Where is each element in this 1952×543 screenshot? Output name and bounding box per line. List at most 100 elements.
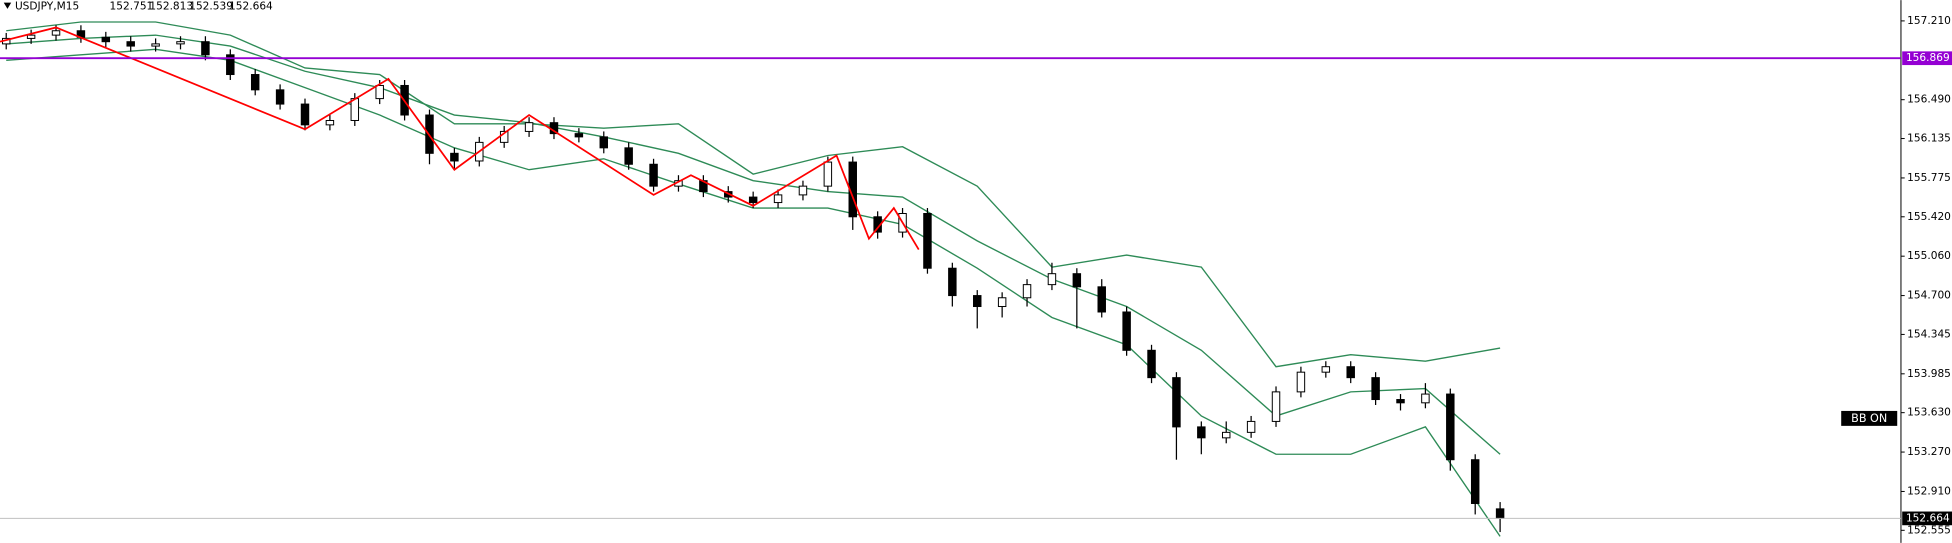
- bollinger-upper: [6, 21, 1501, 368]
- candle-body: [1470, 459, 1480, 504]
- candle-body: [1022, 284, 1032, 299]
- candle: [1072, 268, 1082, 329]
- candle-body: [275, 89, 285, 105]
- candle: [997, 292, 1007, 318]
- y-tick-label: 152.910: [1907, 485, 1951, 497]
- candle: [1470, 454, 1480, 515]
- candle: [1296, 366, 1306, 398]
- header-low: 152.539: [189, 0, 233, 12]
- candle-body: [26, 34, 36, 39]
- y-tick-label: 155.060: [1907, 250, 1951, 262]
- candle-body: [574, 133, 584, 138]
- candle-body: [798, 185, 808, 196]
- candle-body: [1147, 349, 1156, 379]
- y-tick-label: 157.210: [1907, 15, 1951, 27]
- menu-arrow[interactable]: [3, 2, 12, 9]
- y-tick-label: 154.345: [1907, 328, 1951, 340]
- candle-body: [1495, 508, 1505, 519]
- candle-body: [823, 161, 833, 187]
- candle: [923, 208, 932, 274]
- y-tick-label: 154.700: [1907, 290, 1951, 302]
- candle-body: [1122, 311, 1131, 351]
- candle: [1221, 421, 1231, 444]
- candle: [1172, 372, 1181, 460]
- candle: [524, 117, 534, 137]
- candle-body: [1321, 366, 1331, 373]
- candle-body: [151, 43, 160, 47]
- candle: [599, 131, 609, 154]
- candle-body: [624, 147, 633, 165]
- level-label-bg: [1902, 51, 1952, 66]
- candle: [773, 189, 783, 209]
- candle: [101, 31, 111, 48]
- candle: [226, 49, 235, 80]
- candle: [823, 156, 833, 192]
- candle-body: [1296, 371, 1306, 393]
- candle-body: [201, 41, 210, 56]
- candle: [1197, 421, 1206, 455]
- candle-body: [51, 30, 61, 36]
- candle-body: [350, 98, 360, 121]
- level-label: 156.869: [1906, 52, 1950, 64]
- y-tick-label: 153.270: [1907, 446, 1951, 458]
- candle-body: [1271, 391, 1281, 422]
- candle: [1446, 388, 1455, 471]
- candle: [624, 142, 633, 170]
- candle: [574, 128, 584, 143]
- candle-body: [325, 119, 335, 126]
- candle: [1271, 386, 1281, 427]
- candle: [201, 36, 210, 61]
- header-close: 152.664: [229, 0, 273, 12]
- candle-body: [997, 297, 1007, 308]
- candle-body: [226, 54, 235, 76]
- candle: [250, 69, 260, 96]
- candle: [126, 36, 135, 52]
- candle-body: [126, 41, 135, 47]
- annotation: BB ON: [1851, 412, 1887, 425]
- candle: [1421, 383, 1430, 409]
- candle-body: [1346, 366, 1355, 379]
- bollinger-middle: [6, 34, 1501, 455]
- candle-body: [1197, 426, 1206, 439]
- y-tick-label: 153.630: [1907, 407, 1951, 419]
- candle: [1097, 279, 1106, 318]
- candle-body: [923, 213, 932, 269]
- current-price-label: 152.664: [1906, 512, 1950, 524]
- candle: [151, 38, 160, 52]
- candle: [1122, 306, 1131, 356]
- candle: [649, 158, 658, 192]
- zigzag: [0, 26, 920, 251]
- y-tick-label: 156.490: [1907, 94, 1951, 106]
- y-tick-label: 155.775: [1907, 172, 1951, 184]
- candle: [275, 84, 285, 110]
- candle: [1047, 262, 1057, 291]
- y-tick-label: 153.985: [1907, 368, 1951, 380]
- candle-body: [649, 163, 658, 187]
- candle-body: [450, 152, 459, 162]
- candle-body: [1396, 399, 1405, 404]
- annotation-bg: [1841, 410, 1898, 426]
- candle-body: [1371, 377, 1380, 401]
- candle: [1147, 344, 1156, 384]
- candle: [1246, 415, 1256, 438]
- y-tick-label: 152.555: [1907, 524, 1951, 536]
- candle: [1396, 394, 1405, 411]
- candle: [1371, 372, 1380, 406]
- candle: [948, 262, 957, 307]
- candle-body: [1421, 393, 1430, 404]
- header-high: 152.813: [149, 0, 193, 12]
- candle: [1321, 361, 1331, 378]
- header-open: 152.751: [110, 0, 154, 12]
- y-tick-label: 156.135: [1907, 133, 1951, 145]
- candle-body: [1221, 431, 1231, 439]
- candle-body: [524, 122, 534, 132]
- candle-body: [176, 41, 185, 45]
- candle: [325, 115, 335, 131]
- candle-body: [1172, 377, 1181, 428]
- candle-body: [948, 267, 957, 297]
- candle: [798, 180, 808, 201]
- candle-body: [973, 295, 982, 308]
- candle-body: [300, 103, 310, 126]
